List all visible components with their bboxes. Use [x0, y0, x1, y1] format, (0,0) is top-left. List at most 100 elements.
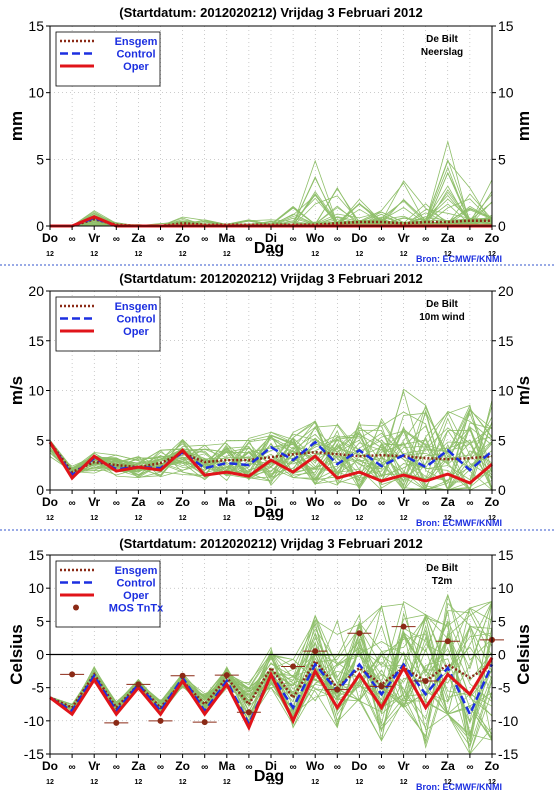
x-axis-label: Dag [254, 504, 284, 521]
y-tick-label-left: 0 [36, 218, 44, 234]
y-axis-label-right: mm [514, 111, 533, 141]
y-tick-label-left: -10 [24, 713, 44, 729]
source-label: Bron: ECMWF/KNMI [416, 518, 502, 528]
x-tick-label-day: Za [441, 759, 455, 773]
x-tick-label-day: ∞ [69, 234, 76, 245]
x-tick-label-hour: 12 [135, 779, 143, 786]
x-tick-label-day: Vr [88, 759, 100, 773]
legend-label: Ensgem [115, 565, 158, 577]
x-tick-label-day: Zo [485, 495, 500, 509]
x-tick-label-hour: 12 [90, 515, 98, 522]
x-tick-label-hour: 12 [179, 251, 187, 258]
variable-label: T2m [432, 576, 453, 587]
y-tick-label-left: -5 [32, 680, 45, 696]
location-label: De Bilt [426, 299, 458, 310]
x-tick-label-day: Vr [398, 495, 410, 509]
x-tick-label-day: ∞ [290, 234, 297, 245]
x-tick-label-day: Wo [306, 231, 324, 245]
x-tick-label-hour: 12 [444, 515, 452, 522]
x-tick-label-day: ∞ [290, 498, 297, 509]
panel-title: (Startdatum: 2012020212) Vrijdag 3 Febru… [119, 536, 422, 551]
x-tick-label-hour: 12 [223, 515, 231, 522]
legend-label: Oper [123, 590, 149, 602]
y-tick-label-left: -15 [24, 746, 44, 762]
series-line-oper [48, 441, 493, 485]
ensemble-member-line [49, 626, 493, 729]
x-tick-label-hour: 12 [488, 515, 496, 522]
legend-label: Control [116, 49, 155, 61]
x-tick-label-day: Vr [398, 759, 410, 773]
x-tick-label-day: Zo [175, 495, 190, 509]
mos-point [179, 672, 186, 679]
panel-2: (Startdatum: 2012020212) Vrijdag 3 Febru… [7, 271, 533, 528]
x-tick-label-day: ∞ [157, 762, 164, 773]
y-tick-label-left: 0 [36, 647, 44, 663]
x-tick-label-day: Vr [88, 495, 100, 509]
ensemble-member-line [49, 430, 493, 491]
y-tick-label-left: 5 [36, 613, 44, 629]
y-tick-label-left: 0 [36, 482, 44, 498]
y-tick-label-left: 15 [28, 18, 44, 34]
x-tick-label-hour: 12 [444, 251, 452, 258]
x-tick-label-hour: 12 [356, 515, 364, 522]
x-tick-label-hour: 12 [400, 251, 408, 258]
mos-point [312, 648, 319, 655]
x-tick-label-day: ∞ [113, 762, 120, 773]
x-tick-label-day: Zo [175, 231, 190, 245]
x-tick-label-hour: 12 [400, 515, 408, 522]
y-axis-label-right: Celsius [514, 624, 533, 684]
x-tick-label-day: ∞ [290, 762, 297, 773]
x-tick-label-day: Wo [306, 495, 324, 509]
y-tick-label-left: 10 [28, 383, 44, 399]
legend-label: MOS TnTx [109, 603, 164, 615]
x-tick-label-day: Do [351, 759, 367, 773]
y-tick-label-left: 15 [28, 333, 44, 349]
y-tick-label-right: 15 [498, 547, 514, 563]
legend-label: Oper [123, 61, 149, 73]
x-tick-label-day: Do [42, 759, 58, 773]
x-tick-label-day: Di [265, 759, 277, 773]
ensemble-member-line [49, 633, 493, 736]
x-tick-label-day: Ma [218, 759, 235, 773]
x-tick-label-day: ∞ [334, 234, 341, 245]
y-tick-label-left: 5 [36, 151, 44, 167]
mos-point [378, 683, 385, 690]
panel-1: (Startdatum: 2012020212) Vrijdag 3 Febru… [7, 5, 533, 264]
mos-point [334, 686, 341, 693]
variable-label: Neerslag [421, 47, 463, 58]
mos-point [356, 630, 363, 637]
x-tick-label-hour: 12 [311, 515, 319, 522]
x-tick-label-day: Wo [306, 759, 324, 773]
x-tick-label-hour: 12 [444, 779, 452, 786]
x-tick-label-day: Ma [218, 231, 235, 245]
y-tick-label-left: 15 [28, 547, 44, 563]
x-tick-label-hour: 12 [267, 779, 275, 786]
mos-point [422, 678, 429, 685]
x-tick-label-day: Zo [485, 231, 500, 245]
x-tick-label-hour: 12 [267, 251, 275, 258]
ensemble-member-line [49, 423, 492, 491]
y-tick-label-right: 20 [498, 283, 514, 299]
x-tick-label-day: ∞ [245, 498, 252, 509]
x-tick-label-hour: 12 [267, 515, 275, 522]
mos-point [444, 638, 451, 645]
ensemble-member-line [49, 417, 493, 491]
y-axis-label-left: Celsius [7, 624, 26, 684]
legend-box [55, 560, 161, 628]
x-tick-label-day: Di [265, 231, 277, 245]
x-tick-label-hour: 12 [223, 251, 231, 258]
x-tick-label-day: ∞ [201, 762, 208, 773]
x-tick-label-day: Za [131, 495, 145, 509]
x-tick-label-day: ∞ [69, 498, 76, 509]
x-tick-label-day: Za [441, 495, 455, 509]
y-axis-label-left: mm [7, 111, 26, 141]
location-label: De Bilt [426, 563, 458, 574]
y-tick-label-right: 5 [498, 613, 506, 629]
x-tick-label-day: ∞ [113, 498, 120, 509]
y-tick-label-right: -10 [498, 713, 518, 729]
x-tick-label-day: ∞ [466, 498, 473, 509]
x-tick-label-day: Di [265, 495, 277, 509]
x-tick-label-day: ∞ [69, 762, 76, 773]
